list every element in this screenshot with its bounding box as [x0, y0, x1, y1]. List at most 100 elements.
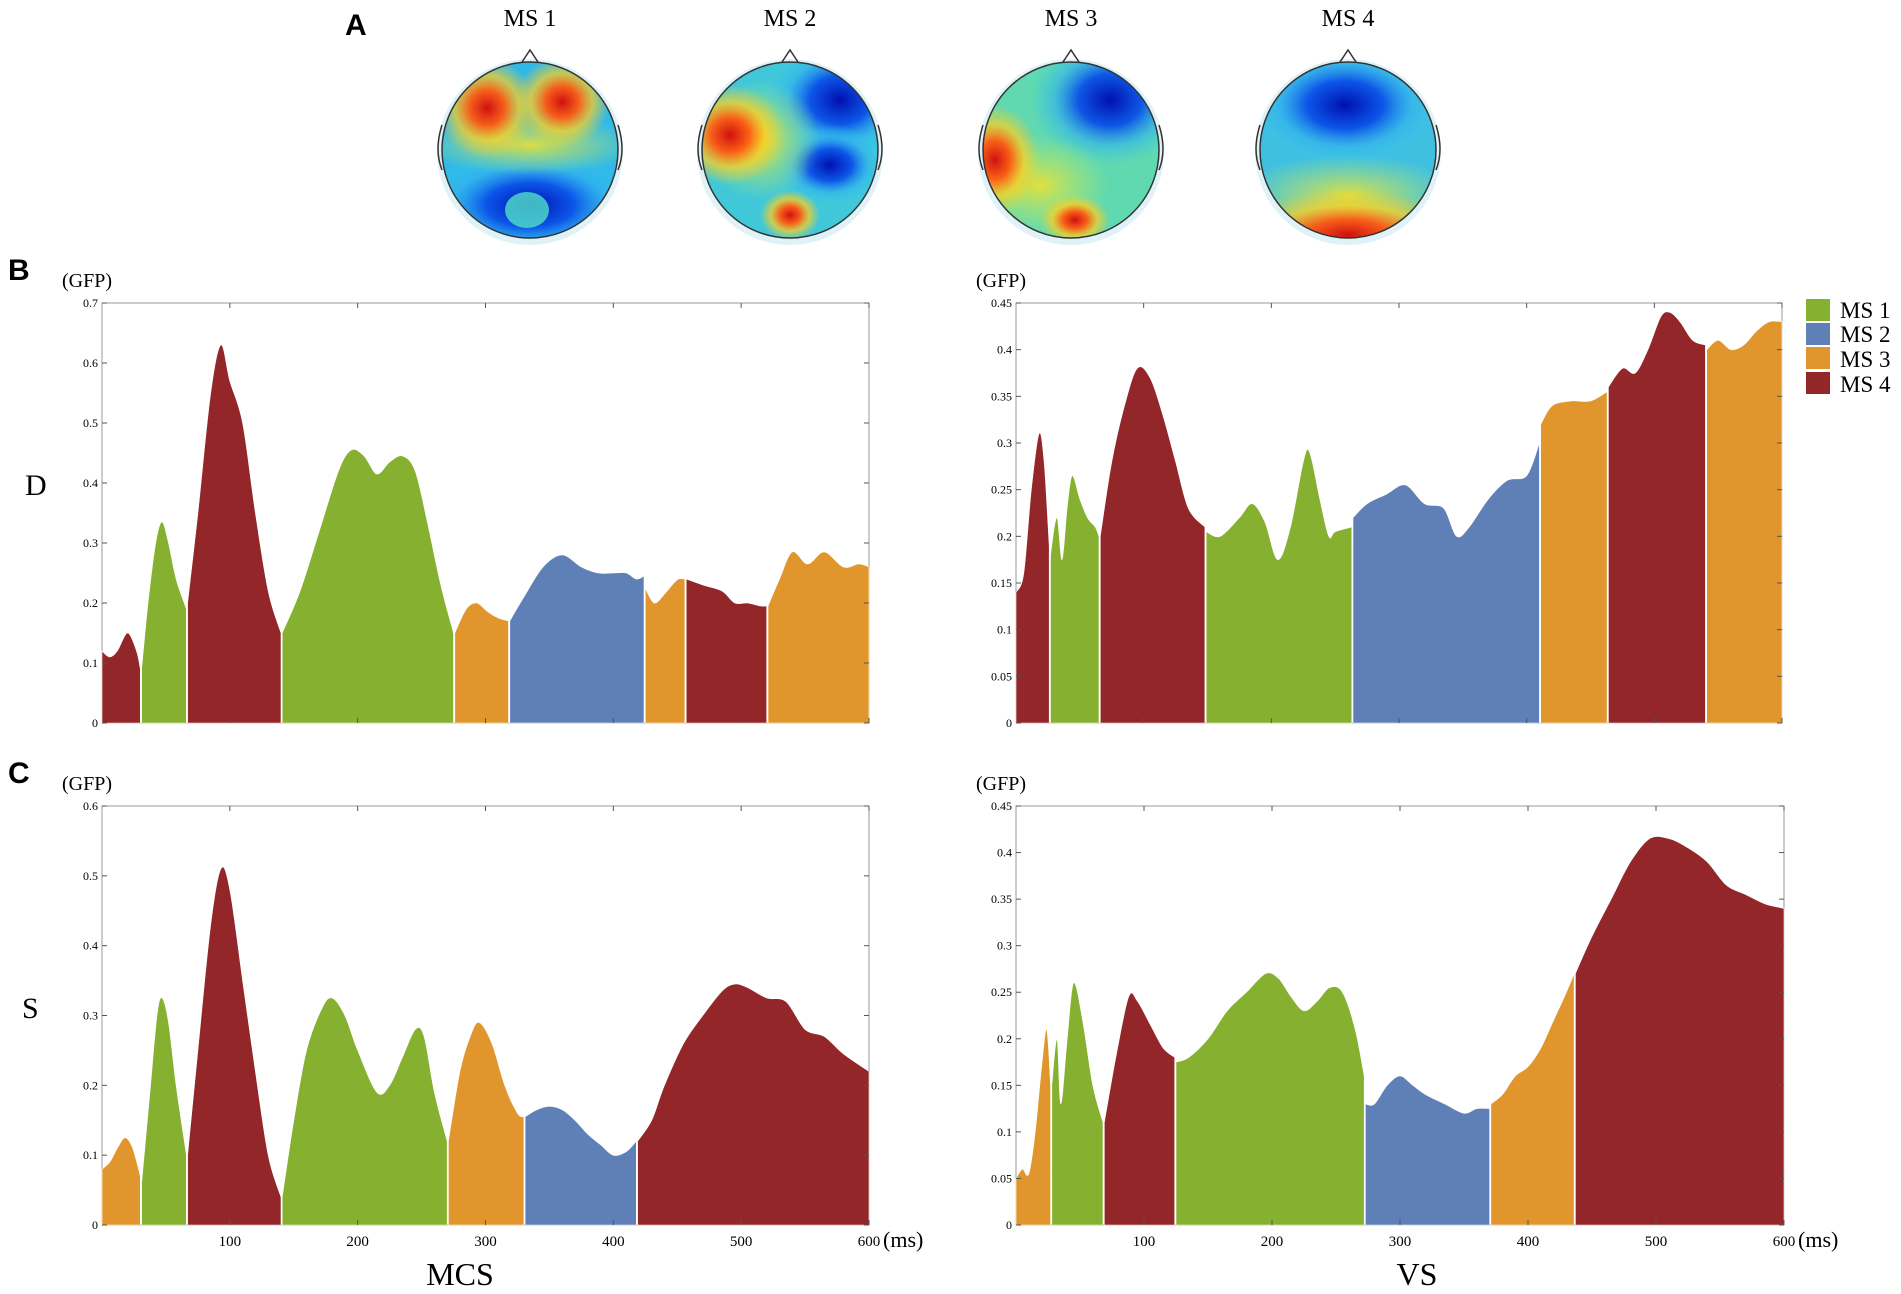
segment-ms2-4	[1352, 442, 1540, 724]
legend: MS 1 MS 2 MS 3 MS 4	[1806, 298, 1891, 397]
chart-d-vs: 0 0.05 0.1 0.15 0.2 0.25 0.3 0.35 0.4 0.45 (GFP)	[976, 270, 1783, 730]
segment-ms4-0	[1015, 432, 1050, 724]
panel-label-b: B	[8, 254, 30, 287]
y-tick-label: 0.25	[991, 985, 1012, 999]
segment-ms4-2	[187, 344, 282, 724]
y-tick-label: 0.2	[83, 596, 98, 610]
y-tick-label: 0.4	[83, 939, 98, 953]
y-tick-label: 0.2	[83, 1078, 98, 1092]
segment-ms4-2	[1104, 992, 1175, 1226]
segment-ms4-2	[187, 866, 282, 1226]
segment-ms1-1	[141, 997, 187, 1226]
panel-label-a: A	[345, 9, 367, 42]
row-label-d: D	[25, 469, 47, 502]
x-tick-label: 100	[219, 1234, 242, 1250]
legend-label-ms1: MS 1	[1840, 298, 1891, 323]
y-tick-label: 0.1	[83, 1148, 98, 1162]
segment-ms4-7	[685, 578, 767, 724]
segment-ms3-5	[1490, 973, 1575, 1226]
x-tick-label: 400	[1517, 1234, 1540, 1250]
y-tick-label: 0.3	[997, 436, 1012, 450]
segment-ms1-3	[281, 449, 454, 724]
y-tick-label: 0.45	[991, 799, 1012, 813]
topomap-title-ms4: MS 4	[1322, 6, 1375, 32]
x-tick-label: 100	[1133, 1234, 1156, 1250]
y-tick-label: 0.6	[83, 356, 98, 370]
legend-swatch-ms4	[1806, 372, 1830, 394]
row-label-s: S	[22, 992, 39, 1025]
topomap-ms2	[697, 48, 883, 245]
topomap-ms3	[978, 48, 1164, 245]
x-tick-label: 500	[1645, 1234, 1668, 1250]
chart-s-vs: 0 0.05 0.1 0.15 0.2 0.25 0.3 0.35 0.4 0.45 100 200 3…	[976, 773, 1838, 1252]
segment-ms3-4	[454, 602, 509, 724]
topomap-ms1	[437, 48, 623, 245]
column-label-mcs: MCS	[426, 1256, 494, 1292]
y-tick-label: 0	[1006, 716, 1012, 730]
segment-ms4-6	[1575, 836, 1785, 1226]
panel-label-c: C	[8, 757, 30, 790]
y-tick-label: 0	[92, 716, 98, 730]
chart-s-mcs: 0 0.1 0.2 0.3 0.4 0.5 0.6 100 200 300 400 500 600 (ms…	[62, 773, 923, 1252]
y-tick-label: 0.3	[83, 1009, 98, 1023]
y-tick-label: 0.7	[83, 296, 98, 310]
y-unit-label: (GFP)	[976, 270, 1026, 292]
x-tick-label: 400	[602, 1234, 625, 1250]
y-tick-label: 0.1	[997, 623, 1012, 637]
y-tick-label: 0.35	[991, 892, 1012, 906]
segment-ms1-1	[141, 521, 187, 724]
y-tick-label: 0.4	[997, 846, 1012, 860]
x-unit-label: (ms)	[1798, 1227, 1838, 1252]
segment-ms1-3	[1205, 448, 1353, 724]
topomap-title-ms1: MS 1	[504, 6, 557, 32]
segment-ms2-5	[524, 1105, 637, 1226]
segment-ms1-3	[281, 997, 448, 1226]
segment-ms3-5	[1540, 391, 1608, 724]
legend-label-ms3: MS 3	[1840, 347, 1891, 372]
y-tick-label: 0.15	[991, 576, 1012, 590]
segment-ms4-0	[101, 632, 141, 724]
x-tick-label: 600	[858, 1234, 881, 1250]
segment-ms3-0	[101, 1137, 141, 1226]
y-tick-label: 0.4	[997, 343, 1012, 357]
topomap-ms4	[1255, 48, 1441, 245]
y-tick-label: 0.25	[991, 483, 1012, 497]
y-unit-label: (GFP)	[62, 270, 112, 292]
segment-ms1-3	[1175, 972, 1365, 1226]
column-label-vs: VS	[1397, 1256, 1438, 1292]
y-tick-label: 0.5	[83, 869, 98, 883]
x-tick-label: 300	[474, 1234, 497, 1250]
y-tick-label: 0.4	[83, 476, 98, 490]
segment-ms3-7	[1706, 320, 1783, 724]
legend-swatch-ms3	[1806, 347, 1830, 369]
topomap-title-ms3: MS 3	[1045, 6, 1098, 32]
y-tick-label: 0.05	[991, 1171, 1012, 1185]
x-tick-label: 200	[1261, 1234, 1284, 1250]
segment-ms4-6	[637, 983, 870, 1226]
segment-ms3-4	[448, 1022, 525, 1226]
segment-ms4-2	[1100, 366, 1206, 724]
y-tick-label: 0.15	[991, 1078, 1012, 1092]
y-tick-label: 0.2	[997, 529, 1012, 543]
y-tick-label: 0	[92, 1218, 98, 1232]
legend-label-ms4: MS 4	[1840, 372, 1891, 397]
segment-ms3-6	[645, 578, 686, 724]
legend-swatch-ms1	[1806, 299, 1830, 321]
segment-ms1-1	[1051, 982, 1104, 1226]
y-tick-label: 0.35	[991, 389, 1012, 403]
y-tick-label: 0.05	[991, 669, 1012, 683]
segment-ms2-5	[509, 554, 645, 724]
segment-ms3-0	[1015, 1029, 1051, 1226]
segment-ms1-1	[1050, 475, 1100, 724]
y-tick-label: 0.3	[997, 939, 1012, 953]
legend-swatch-ms2	[1806, 323, 1830, 345]
x-tick-label: 600	[1773, 1234, 1796, 1250]
topomap-title-ms2: MS 2	[764, 6, 817, 32]
y-tick-label: 0.1	[83, 656, 98, 670]
y-tick-label: 0.1	[997, 1125, 1012, 1139]
y-tick-label: 0.6	[83, 799, 98, 813]
y-unit-label: (GFP)	[62, 773, 112, 795]
y-tick-label: 0	[1006, 1218, 1012, 1232]
